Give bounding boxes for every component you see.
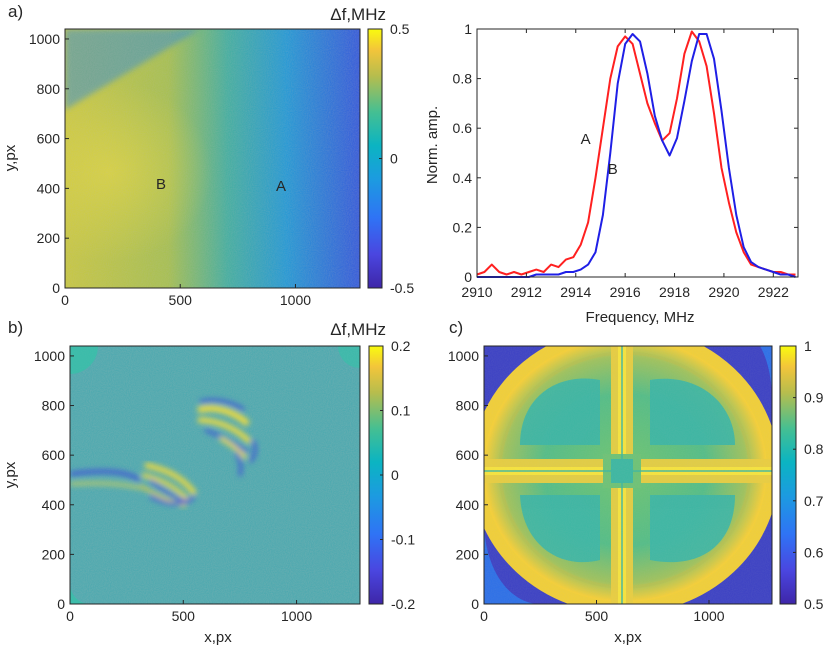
x-tick-label: 2916 — [610, 284, 641, 300]
x-tick-label: 1000 — [693, 608, 724, 624]
x-tick-label: 2920 — [708, 284, 739, 300]
panel-b-map: b) x,px y,px 0 500 1000 02004006008001000 … — [2, 318, 415, 646]
y-tick-label: 600 — [37, 131, 61, 147]
colorbar-tick-label: 0 — [391, 467, 399, 483]
colorbar-tick-label: 0 — [390, 151, 398, 167]
panel-a-annot-A: A — [276, 178, 286, 195]
x-tick-label: 500 — [585, 608, 609, 624]
y-tick-label: 0.6 — [453, 120, 473, 136]
x-tick-label: 500 — [172, 608, 196, 624]
panel-a-colorbar-title: Δf,MHz — [330, 5, 386, 24]
y-tick-label: 0.4 — [453, 170, 473, 186]
panel-c-xlabel: x,px — [614, 629, 642, 646]
panel-b-ylabel: y,px — [2, 461, 19, 488]
panel-c-xticks: 0 500 1000 — [480, 600, 725, 624]
y-tick-label: 600 — [42, 447, 66, 463]
panel-a-yticks: 0 200 400 600 800 1000 — [29, 31, 69, 296]
y-tick-label: 0 — [52, 280, 60, 296]
panel-b-colorbar-title: Δf,MHz — [330, 320, 386, 339]
x-tick-label: 2912 — [511, 284, 542, 300]
x-tick-label: 1000 — [281, 608, 312, 624]
y-tick-label: 1 — [464, 21, 472, 37]
panel-c-label: c) — [449, 318, 463, 337]
y-tick-label: 0 — [57, 596, 65, 612]
colorbar-tick-label: 0.9 — [804, 390, 824, 406]
y-tick-label: 1000 — [34, 348, 65, 364]
spectra-plot-area — [477, 29, 798, 277]
panel-c-colorbar-ticks: 0.5 0.6 0.7 0.8 0.9 1 — [793, 338, 824, 612]
x-tick-label: 500 — [169, 292, 193, 308]
x-tick-label: 0 — [61, 292, 69, 308]
y-tick-label: 200 — [456, 546, 480, 562]
y-tick-label: 800 — [42, 398, 66, 414]
x-tick-label: 2914 — [560, 284, 591, 300]
y-tick-label: 0 — [464, 269, 472, 285]
panel-b-yticks: 0 200 400 600 800 1000 — [34, 348, 74, 612]
y-tick-label: 0 — [471, 596, 479, 612]
y-tick-label: 0.2 — [453, 219, 473, 235]
spectra-annot-A: A — [581, 131, 591, 148]
y-tick-label: 1000 — [29, 31, 60, 47]
colorbar-tick-label: -0.1 — [391, 532, 415, 548]
spectra-annotations: AB — [581, 131, 618, 178]
y-tick-label: 800 — [456, 398, 480, 414]
panel-b-xticks: 0 500 1000 — [66, 600, 312, 624]
panel-a-xticks: 0 500 1000 — [61, 284, 311, 308]
x-tick-label: 0 — [66, 608, 74, 624]
panel-a-ylabel: y,px — [2, 144, 19, 171]
panel-b-label: b) — [8, 318, 23, 337]
panel-b-fringe-upper — [197, 398, 257, 477]
colorbar-tick-label: 0.5 — [390, 21, 410, 37]
colorbar-tick-label: -0.5 — [390, 280, 414, 296]
y-tick-label: 600 — [456, 447, 480, 463]
y-tick-label: 400 — [456, 497, 480, 513]
panel-c-yticks: 0 200 400 600 800 1000 — [448, 348, 488, 612]
panel-b-colorbar-ticks: -0.2 -0.1 0 0.1 0.2 — [380, 338, 415, 612]
y-tick-label: 800 — [37, 81, 61, 97]
x-tick-label: 1000 — [280, 292, 311, 308]
panel-a-map: a) B A y,px 0 500 1000 0 200 400 600 800 1000 Δ… — [2, 2, 414, 308]
panel-c-colorbar — [779, 345, 797, 605]
y-tick-label: 1000 — [448, 348, 479, 364]
spectra-ylabel: Norm. amp. — [424, 106, 441, 184]
panel-a-label: a) — [8, 2, 23, 21]
y-tick-label: 0.8 — [453, 71, 473, 87]
panel-a-annot-B: B — [156, 176, 166, 193]
panel-b-xlabel: x,px — [204, 629, 232, 646]
colorbar-tick-label: 0.1 — [391, 403, 411, 419]
x-tick-label: 0 — [480, 608, 488, 624]
colorbar-tick-label: 1 — [804, 338, 812, 354]
x-tick-label: 2922 — [758, 284, 789, 300]
panel-a-colorbar-ticks: -0.5 0 0.5 — [379, 21, 414, 296]
series-line-A — [476, 30, 796, 276]
x-tick-label: 2910 — [461, 284, 492, 300]
colorbar-tick-label: 0.6 — [804, 544, 824, 560]
y-tick-label: 400 — [42, 497, 66, 513]
y-tick-label: 200 — [42, 546, 66, 562]
colorbar-tick-label: 0.5 — [804, 596, 824, 612]
panel-b-fringe-lower — [70, 462, 198, 508]
colorbar-tick-label: 0.2 — [391, 338, 411, 354]
spectra-xlabel: Frequency, MHz — [586, 309, 695, 326]
x-tick-label: 2918 — [659, 284, 690, 300]
colorbar-tick-label: 0.8 — [804, 441, 824, 457]
spectra-annot-B: B — [608, 161, 618, 178]
spectra-panel: 2910 2912 2914 2916 2918 2920 2922 00.20.40.60… — [424, 21, 799, 326]
y-tick-label: 200 — [37, 230, 61, 246]
colorbar-tick-label: 0.7 — [804, 493, 824, 509]
y-tick-label: 400 — [37, 180, 61, 196]
colorbar-tick-label: -0.2 — [391, 596, 415, 612]
spectra-yticks: 0 0.2 0.4 0.6 0.8 1 — [453, 21, 798, 285]
spectra-xticks: 2910 2912 2914 2916 2918 2920 2922 — [461, 29, 789, 300]
